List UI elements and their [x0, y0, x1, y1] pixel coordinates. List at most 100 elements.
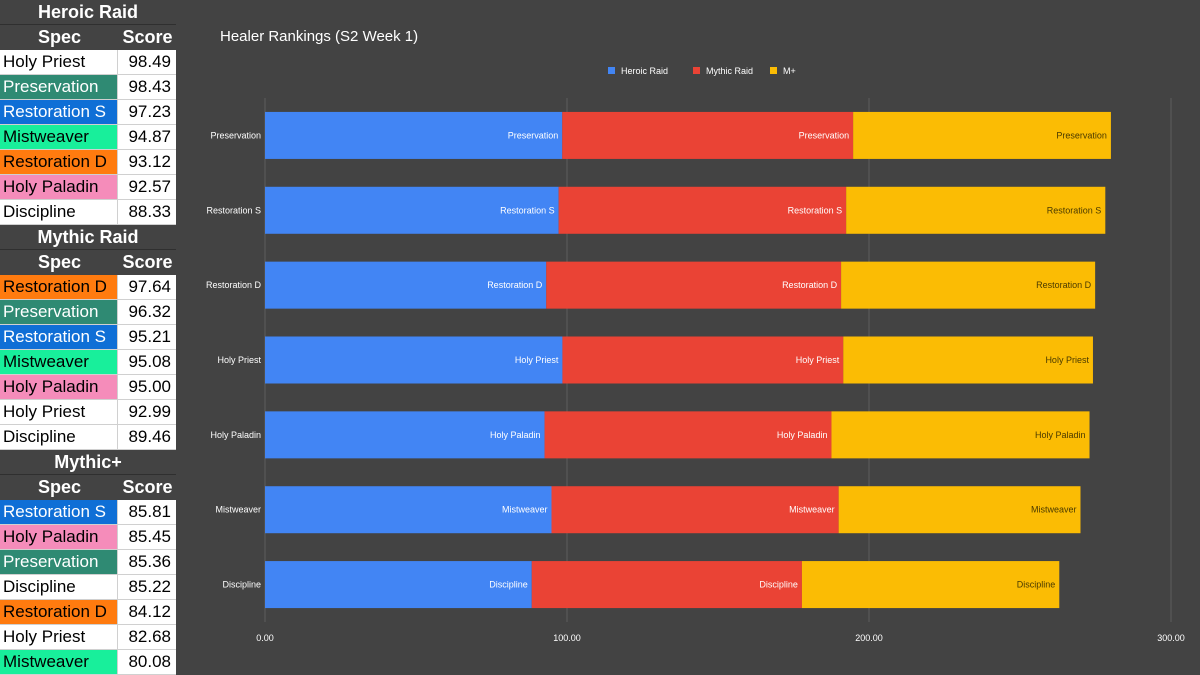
bar-segment	[838, 486, 1081, 534]
score-cell: 92.57	[118, 175, 175, 199]
bar-segment	[544, 411, 832, 459]
table-row: Holy Priest 82.68	[0, 625, 176, 650]
table-row: Mistweaver 94.87	[0, 125, 176, 150]
bar-segment	[265, 561, 532, 609]
score-cell: 97.23	[118, 100, 175, 124]
legend-label: Mythic Raid	[706, 66, 753, 76]
bar-data-label: Discipline	[759, 580, 798, 590]
bar-data-label: Holy Paladin	[777, 430, 828, 440]
legend-label: M+	[783, 66, 796, 76]
spec-cell: Holy Priest	[0, 625, 118, 649]
table-row: Mistweaver 80.08	[0, 650, 176, 675]
table-title: Mythic+	[0, 450, 176, 475]
table-row: Restoration D 97.64	[0, 275, 176, 300]
score-cell: 96.32	[118, 300, 175, 324]
ranking-table: Mythic+ Spec Score Restoration S 85.81 Holy P…	[0, 450, 176, 675]
spec-cell: Restoration S	[0, 500, 118, 524]
score-cell: 94.87	[118, 125, 175, 149]
score-cell: 88.33	[118, 200, 175, 224]
rankings-tables: Heroic Raid Spec Score Holy Priest 98.49 Pres…	[0, 0, 176, 675]
table-row: Restoration S 95.21	[0, 325, 176, 350]
score-cell: 85.22	[118, 575, 175, 599]
bar-data-label: Mistweaver	[1031, 505, 1077, 515]
legend-swatch	[608, 67, 615, 74]
bar-data-label: Preservation	[1056, 130, 1107, 140]
table-header: Spec Score	[0, 475, 176, 500]
score-cell: 95.08	[118, 350, 175, 374]
table-row: Holy Paladin 92.57	[0, 175, 176, 200]
bar-segment	[841, 261, 1096, 309]
bar-segment	[265, 411, 545, 459]
bar-segment	[562, 336, 844, 384]
bar-segment	[265, 186, 559, 234]
spec-cell: Restoration D	[0, 600, 118, 624]
spec-cell: Mistweaver	[0, 350, 118, 374]
bar-segment	[562, 111, 854, 159]
bar-segment	[265, 111, 563, 159]
table-row: Restoration S 97.23	[0, 100, 176, 125]
category-label: Restoration D	[206, 280, 262, 290]
score-cell: 85.81	[118, 500, 175, 524]
bar-data-label: Mistweaver	[789, 505, 835, 515]
bar-segment	[801, 561, 1060, 609]
legend-label: Heroic Raid	[621, 66, 668, 76]
spec-column-header: Spec	[37, 27, 82, 47]
table-row: Discipline 89.46	[0, 425, 176, 450]
bar-segment	[843, 336, 1093, 384]
table-row: Discipline 88.33	[0, 200, 176, 225]
category-label: Holy Paladin	[210, 430, 261, 440]
bar-data-label: Holy Priest	[1045, 355, 1089, 365]
spec-cell: Holy Paladin	[0, 175, 118, 199]
spec-cell: Discipline	[0, 425, 118, 449]
category-label: Preservation	[210, 130, 261, 140]
score-cell: 84.12	[118, 600, 175, 624]
bar-segment	[853, 111, 1111, 159]
score-column-header: Score	[122, 477, 173, 497]
spec-cell: Restoration D	[0, 150, 118, 174]
bar-segment	[546, 261, 842, 309]
ranking-table: Heroic Raid Spec Score Holy Priest 98.49 Pres…	[0, 0, 176, 225]
bar-data-label: Holy Priest	[796, 355, 840, 365]
table-row: Holy Paladin 85.45	[0, 525, 176, 550]
table-row: Discipline 85.22	[0, 575, 176, 600]
score-cell: 98.49	[118, 50, 175, 74]
spec-cell: Preservation	[0, 550, 118, 574]
x-tick-label: 200.00	[855, 633, 883, 643]
chart-title: Healer Rankings (S2 Week 1)	[220, 28, 419, 45]
bar-segment	[558, 186, 847, 234]
spec-cell: Mistweaver	[0, 125, 118, 149]
chart-area: Healer Rankings (S2 Week 1) 0.00 100.00 20…	[176, 0, 1200, 675]
spec-cell: Holy Priest	[0, 50, 118, 74]
bar-data-label: Holy Paladin	[490, 430, 541, 440]
spec-column-header: Spec	[37, 252, 82, 272]
table-row: Holy Priest 92.99	[0, 400, 176, 425]
spec-cell: Restoration S	[0, 325, 118, 349]
table-title: Heroic Raid	[0, 0, 176, 25]
bar-data-label: Holy Priest	[515, 355, 559, 365]
table-row: Preservation 96.32	[0, 300, 176, 325]
legend-swatch	[693, 67, 700, 74]
table-row: Preservation 98.43	[0, 75, 176, 100]
bar-segment	[265, 486, 552, 534]
spec-cell: Restoration D	[0, 275, 118, 299]
spec-cell: Holy Priest	[0, 400, 118, 424]
table-row: Restoration S 85.81	[0, 500, 176, 525]
spec-cell: Holy Paladin	[0, 525, 118, 549]
bar-data-label: Preservation	[508, 130, 559, 140]
bar-data-label: Mistweaver	[502, 505, 548, 515]
bar-data-label: Restoration S	[1047, 205, 1102, 215]
legend-swatch	[770, 67, 777, 74]
score-cell: 93.12	[118, 150, 175, 174]
score-cell: 95.21	[118, 325, 175, 349]
score-column-header: Score	[122, 252, 173, 272]
table-row: Holy Paladin 95.00	[0, 375, 176, 400]
score-column-header: Score	[122, 27, 173, 47]
bar-segment	[831, 411, 1090, 459]
spec-cell: Holy Paladin	[0, 375, 118, 399]
score-cell: 97.64	[118, 275, 175, 299]
table-row: Mistweaver 95.08	[0, 350, 176, 375]
spec-cell: Discipline	[0, 200, 118, 224]
bar-data-label: Restoration D	[1036, 280, 1092, 290]
ranking-table: Mythic Raid Spec Score Restoration D 97.64 Pr…	[0, 225, 176, 450]
x-tick-label: 0.00	[256, 633, 274, 643]
